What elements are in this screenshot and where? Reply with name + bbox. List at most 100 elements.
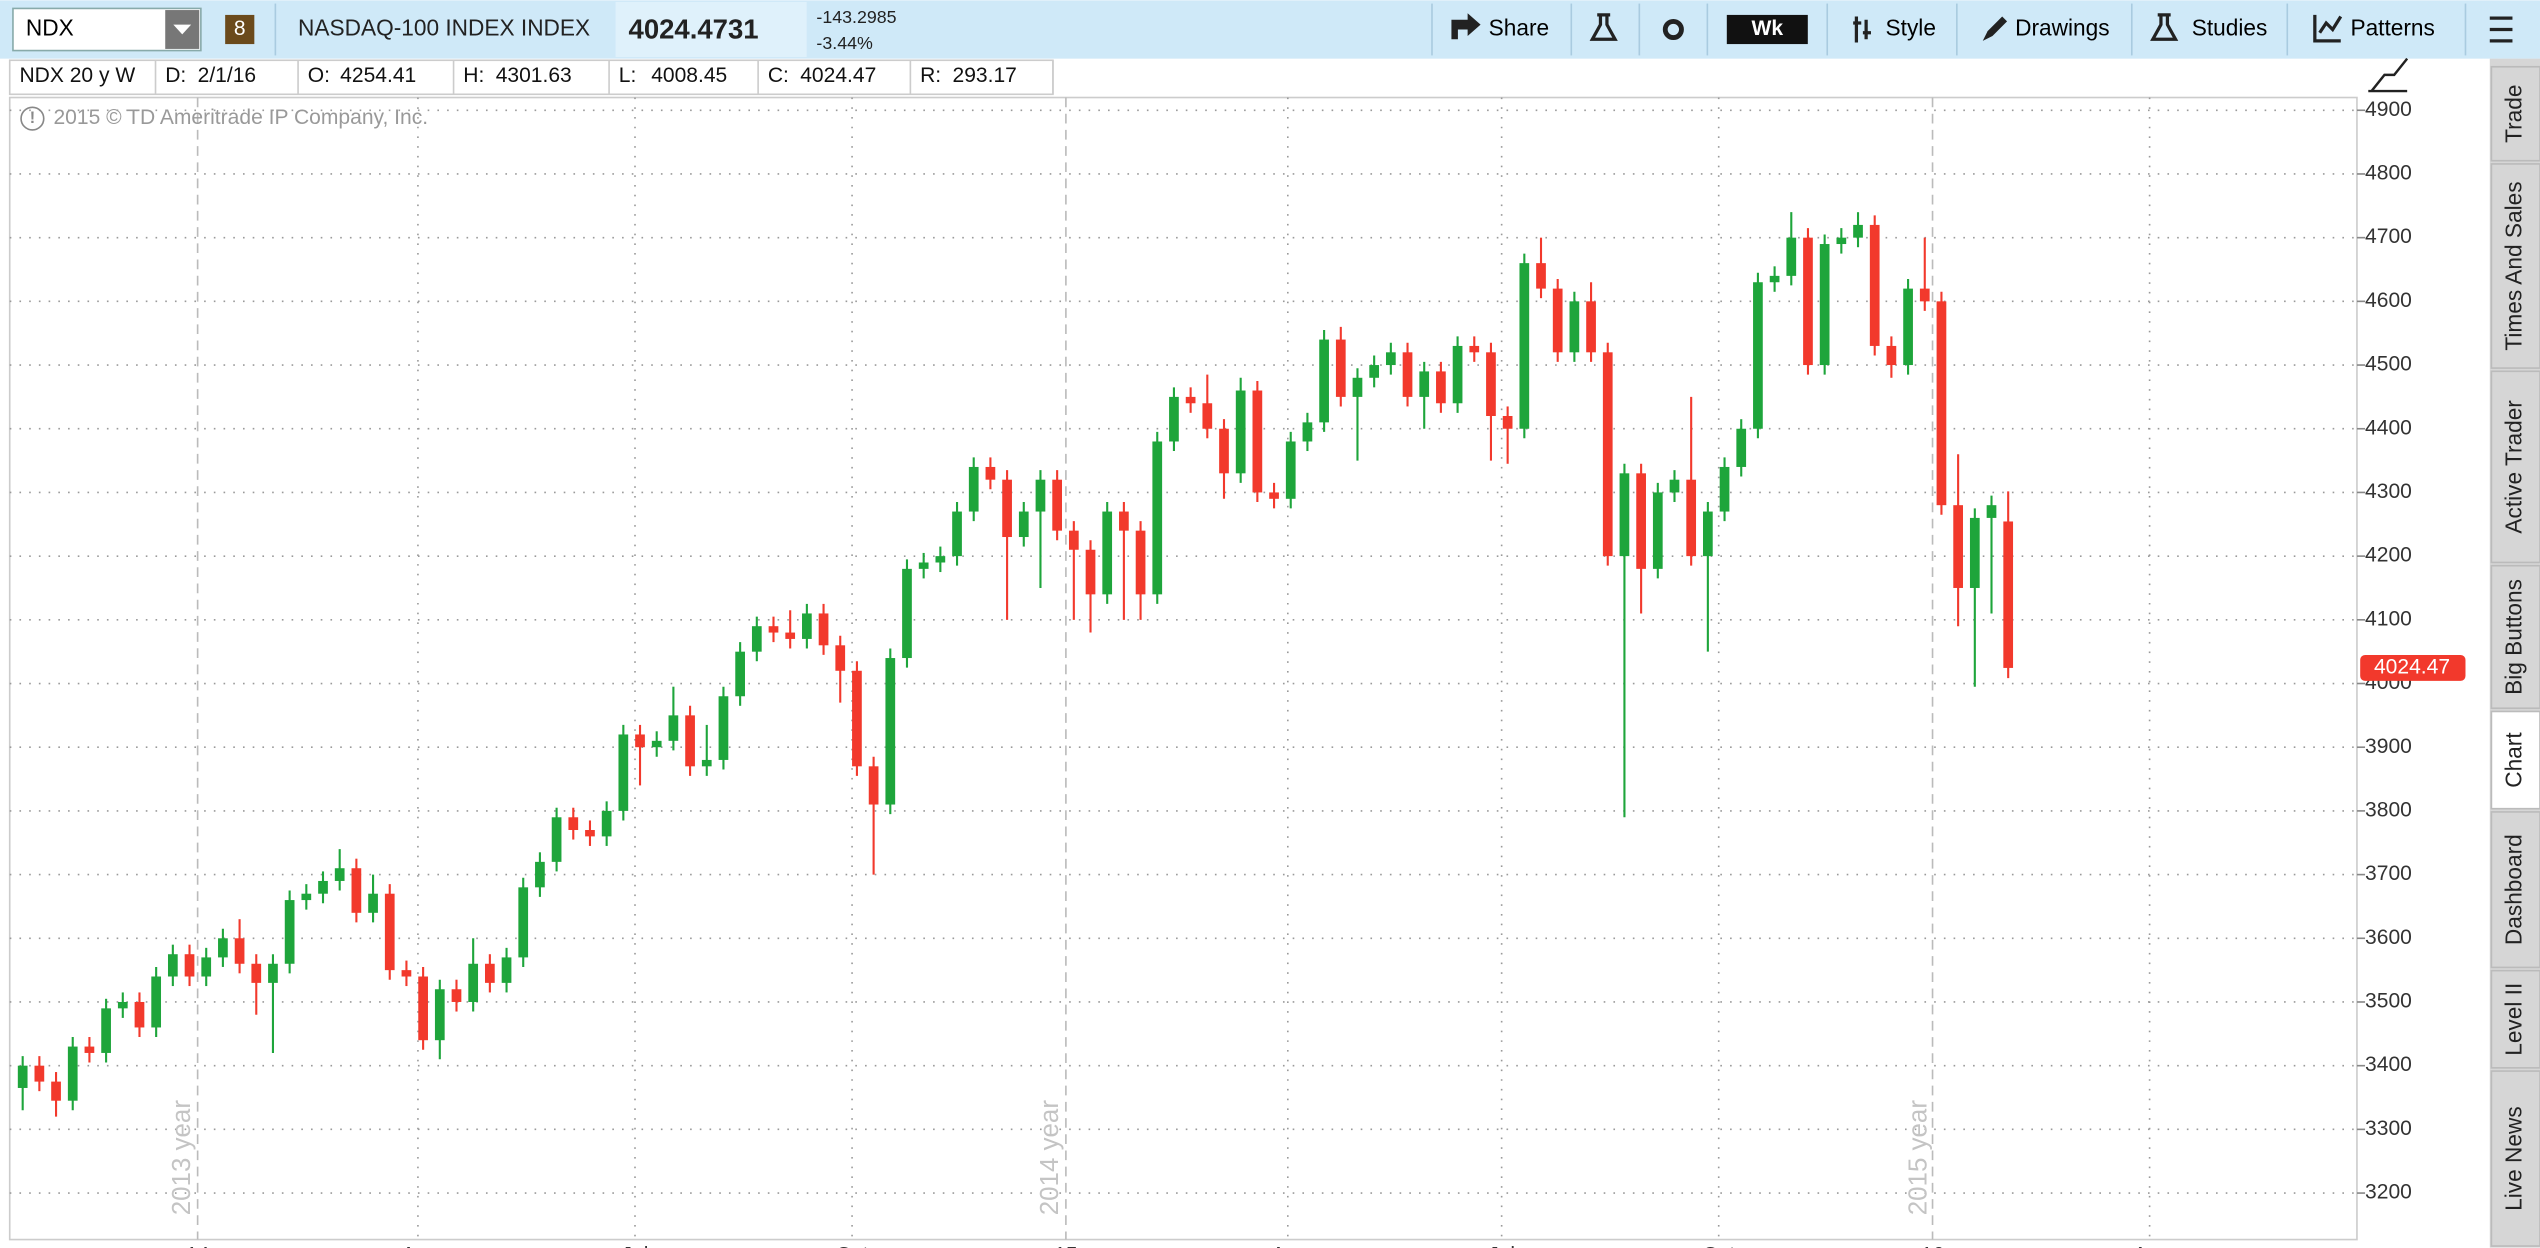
dropdown-arrow <box>173 24 192 35</box>
candle-body <box>568 817 579 831</box>
info-value: 4301.63 <box>496 64 572 87</box>
y-tick-label: 3800 <box>2365 798 2412 821</box>
candle-body <box>718 696 729 760</box>
candle-body <box>401 970 412 977</box>
y-tick-label: 4800 <box>2365 162 2412 185</box>
share-button[interactable]: Share <box>1489 14 1549 40</box>
candle-body <box>218 938 228 958</box>
candle-body <box>1352 377 1363 397</box>
candle-body <box>1102 511 1113 595</box>
year-label: 2014 year <box>1036 1100 1064 1216</box>
candle-body <box>1452 345 1463 404</box>
sidebar-tab[interactable] <box>2490 969 2540 1069</box>
candle-body <box>1953 505 1963 588</box>
period-box[interactable] <box>1726 14 1808 45</box>
info-label: D: <box>165 64 186 87</box>
sidebar-tab-label: Dashboard <box>2501 834 2527 945</box>
candle-body <box>1536 263 1546 289</box>
candle-body <box>1419 371 1430 397</box>
candle-body <box>518 887 529 958</box>
candle-body <box>268 963 278 983</box>
sidebar-tabs: Trade Times And Sales Active Trader Big But… <box>2490 65 2540 1247</box>
candle-body <box>1903 288 1913 366</box>
change-pct: -3.44% <box>816 33 873 53</box>
last-price-marker <box>2360 654 2466 681</box>
candle-body <box>1202 403 1213 429</box>
patterns-button[interactable]: Patterns <box>2350 14 2434 40</box>
x-tick-label: 16 <box>1921 1243 1944 1248</box>
axis-scale-icon[interactable] <box>2368 57 2409 93</box>
sidebar-tab[interactable] <box>2490 710 2540 810</box>
sidebar-tab-label: Live News <box>2501 1106 2527 1211</box>
sidebar-tab[interactable] <box>2490 564 2540 710</box>
candle-body <box>1152 441 1163 595</box>
sidebar-tab[interactable] <box>2490 163 2540 369</box>
y-tick-label: 3500 <box>2365 990 2412 1013</box>
y-tick-label: 4900 <box>2365 98 2412 121</box>
candle-body <box>1869 224 1880 346</box>
settings-button[interactable] <box>1662 18 1684 41</box>
flask-button[interactable] <box>1589 13 1618 41</box>
candle-body <box>1369 365 1380 378</box>
sidebar-tab-label: Chart <box>2501 732 2527 788</box>
candle-body <box>84 1046 95 1053</box>
candle-body <box>1469 345 1480 353</box>
last-price-label: 4024.47 <box>2374 655 2450 678</box>
candle-body <box>902 568 912 659</box>
y-tick-label: 4700 <box>2365 225 2412 248</box>
sidebar-tab[interactable] <box>2490 65 2540 162</box>
sidebar-tab-label: Big Buttons <box>2501 579 2527 695</box>
sidebar-tab[interactable] <box>2490 1070 2540 1247</box>
style-button[interactable]: Style <box>1886 14 1936 40</box>
candle-body <box>1085 549 1096 595</box>
candle-body <box>1569 301 1580 353</box>
menu-button[interactable] <box>2489 16 2513 43</box>
y-tick-label: 3900 <box>2365 735 2412 758</box>
candle-body <box>952 511 962 557</box>
candle-body <box>134 1001 145 1028</box>
candle-body <box>1235 390 1246 474</box>
candle-body <box>1819 244 1830 366</box>
candle-body <box>751 626 762 652</box>
y-tick-label: 4100 <box>2365 607 2412 630</box>
candle-body <box>985 466 996 480</box>
candle-body <box>685 715 695 767</box>
toolbar-separators <box>274 3 2467 56</box>
drawings-button[interactable]: Drawings <box>2015 14 2109 40</box>
candle-body <box>918 562 929 569</box>
candle-body <box>201 957 212 977</box>
candle-body <box>1402 352 1413 397</box>
candle-body <box>1636 473 1646 569</box>
sidebar-tab[interactable] <box>2490 811 2540 969</box>
candle-body <box>1602 352 1613 557</box>
info-bar: NDX 20 y W D: 2/1/16 O: 4254.41 H: 4301.63 L: 40… <box>8 59 1054 96</box>
info-label: O: <box>308 64 330 87</box>
badge-box[interactable] <box>225 14 255 45</box>
y-tick-label: 4500 <box>2365 353 2412 376</box>
candle-body <box>67 1046 78 1101</box>
last-box <box>615 1 807 58</box>
info-label: C: <box>768 64 789 87</box>
style-icon <box>1853 16 1871 43</box>
candle-body <box>184 954 195 977</box>
sidebar-tab[interactable] <box>2490 370 2540 564</box>
studies-button[interactable]: Studies <box>2192 14 2268 40</box>
candle-body <box>1486 352 1496 417</box>
candle-body <box>1686 479 1697 557</box>
y-tick-label: 3300 <box>2365 1117 2412 1140</box>
candle-body <box>551 817 562 862</box>
x-tick-label: Jul <box>1488 1243 1515 1248</box>
sidebar-tab-label: Active Trader <box>2501 400 2527 534</box>
candle-body <box>51 1081 61 1101</box>
candle-body <box>585 830 595 837</box>
y-tick-label: 3200 <box>2365 1181 2412 1204</box>
candle-body <box>1335 339 1346 397</box>
candle-body <box>1002 479 1012 538</box>
candle-body <box>668 715 679 741</box>
candle-body <box>868 766 879 805</box>
candle-body <box>1436 371 1446 404</box>
y-tick-label: 3400 <box>2365 1053 2412 1076</box>
candle-body <box>384 893 395 971</box>
description: NASDAQ-100 INDEX INDEX <box>298 14 590 40</box>
info-label: R: <box>920 64 941 87</box>
